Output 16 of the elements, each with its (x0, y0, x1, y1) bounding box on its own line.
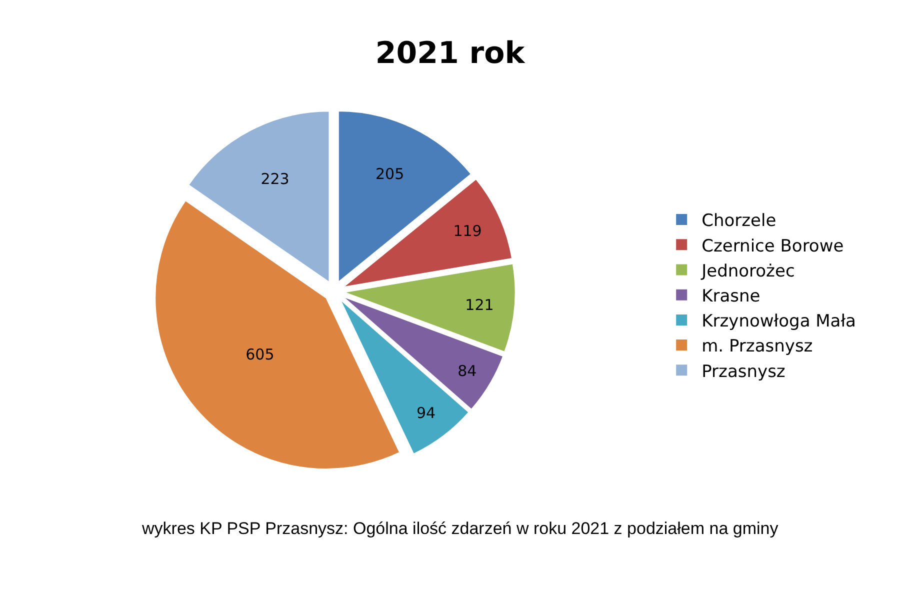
data-label: 121 (465, 296, 494, 314)
legend-label: Krzynowłoga Mała (702, 312, 856, 332)
chart-title: 2021 rok (375, 36, 526, 71)
data-label: 84 (458, 362, 477, 380)
data-label: 605 (246, 345, 274, 364)
legend-label: m. Przasnysz (702, 336, 813, 357)
data-label: 94 (416, 404, 436, 422)
legend-label: Jednorożec (700, 261, 795, 282)
text: wykres KP PSP Przasnysz: Ogólna ilość zdarzeń w roku 2021 z podziałem na gminy (141, 519, 779, 538)
data-label: 119 (453, 222, 482, 240)
legend-label: Chorzele (702, 211, 776, 232)
legend-label: Przasnysz (702, 362, 786, 382)
data-label: 205 (375, 164, 404, 183)
legend-label: Czernice Borowe (702, 236, 844, 256)
data-label: 223 (260, 170, 290, 188)
legend-label: Krasne (702, 286, 760, 306)
